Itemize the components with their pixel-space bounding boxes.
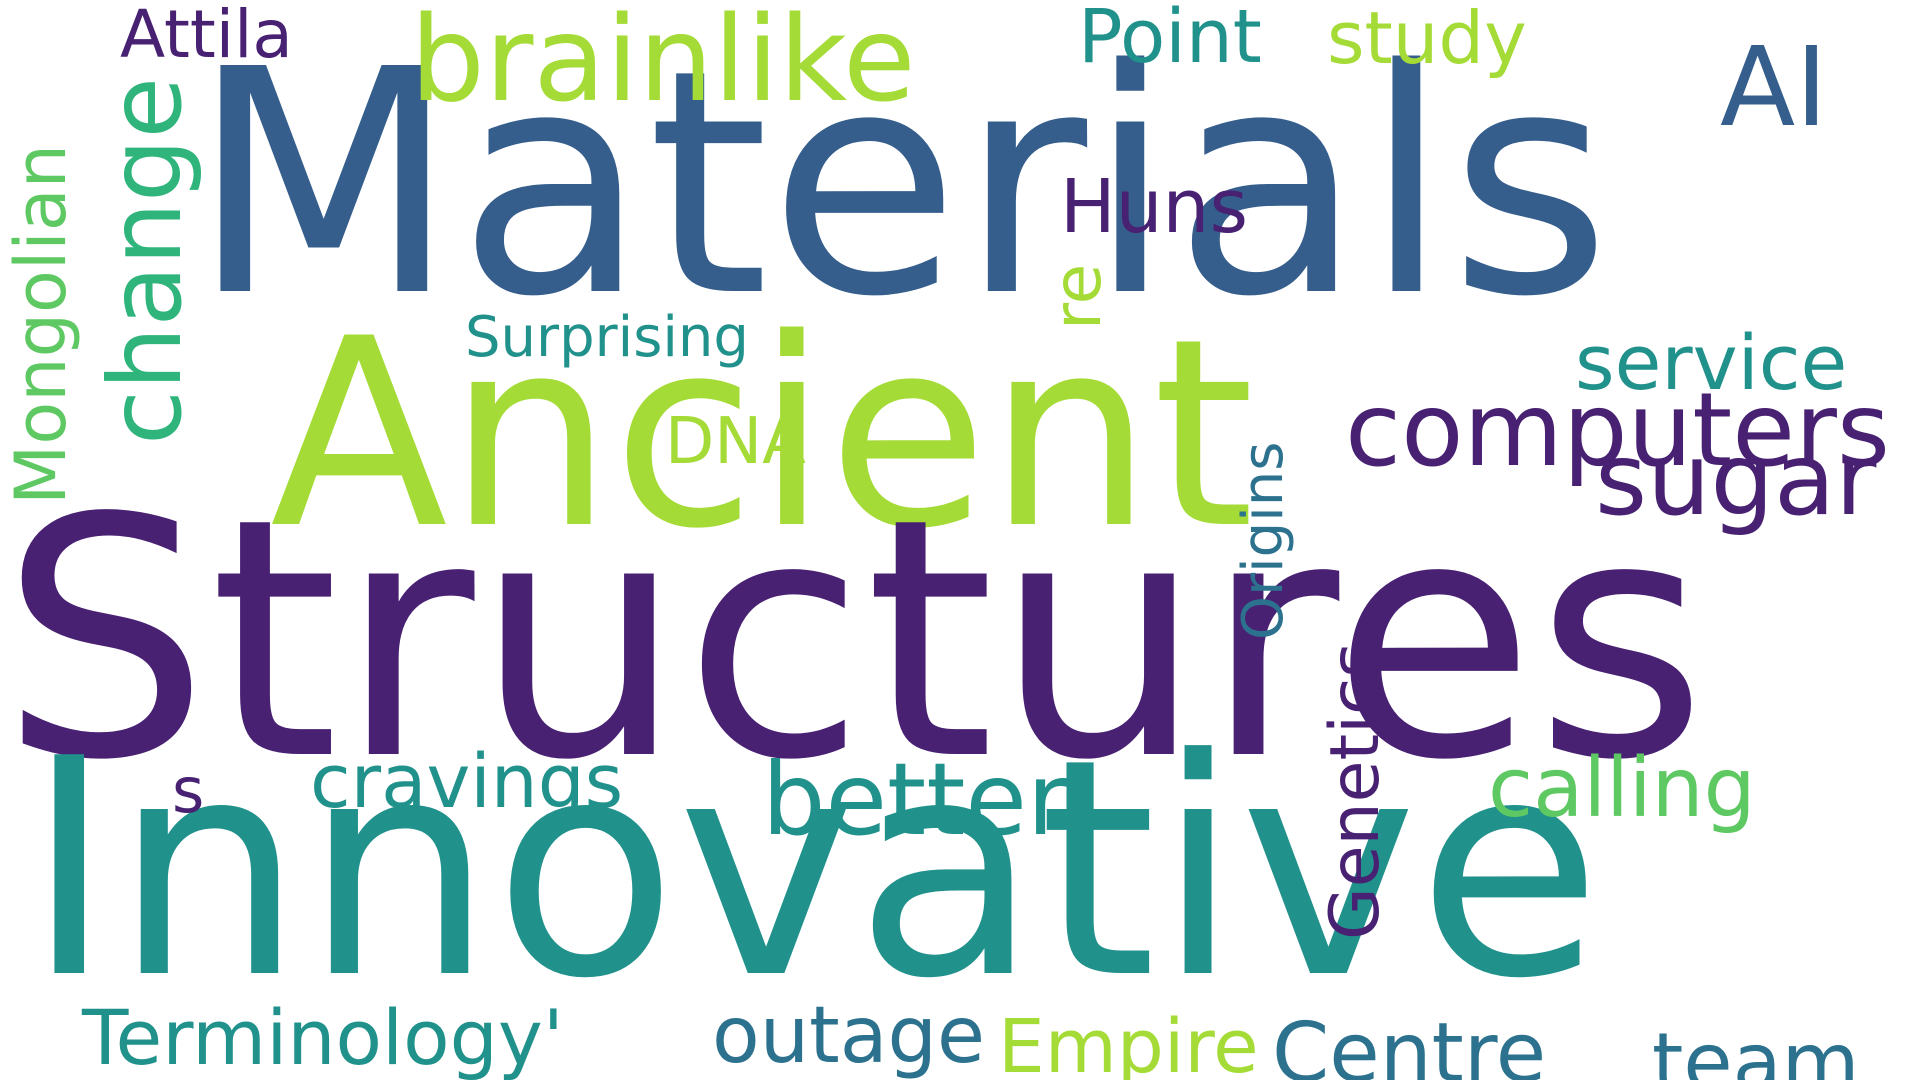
- word-change: change: [87, 76, 204, 445]
- word-team: team: [1652, 1016, 1860, 1080]
- word-origins: Origins: [1231, 441, 1296, 640]
- word-centre: Centre: [1272, 1006, 1547, 1080]
- word-brainlike: brainlike: [410, 0, 916, 128]
- word-genetics: Genetics: [1316, 642, 1395, 940]
- word-huns: Huns: [1060, 164, 1248, 250]
- word-mongolian: Mongolian: [0, 143, 82, 505]
- word-terminology: Terminology': [82, 993, 564, 1080]
- word-materials: Materials: [190, 4, 1611, 365]
- word-sugar: sugar: [1595, 421, 1877, 538]
- word-better: better: [762, 741, 1069, 858]
- word-calling: calling: [1488, 741, 1756, 836]
- word-ai: AI: [1720, 23, 1828, 151]
- word-cravings: cravings: [310, 739, 624, 825]
- word-structures: Structures: [0, 448, 1708, 832]
- word-attila: Attila: [120, 0, 293, 73]
- word-service: service: [1575, 318, 1848, 407]
- word-study: study: [1327, 0, 1527, 80]
- word-computers: computers: [1345, 371, 1891, 490]
- word-surprising: Surprising: [465, 305, 749, 370]
- word-ancient: Ancient: [270, 284, 1255, 586]
- word-outage: outage: [712, 991, 986, 1080]
- word-re: re: [1039, 263, 1116, 330]
- word-point: Point: [1078, 0, 1262, 80]
- word-empire: Empire: [998, 1004, 1259, 1080]
- word-dna: DNA: [665, 405, 806, 479]
- word-s: s: [172, 754, 205, 827]
- word-innovative: Innovative: [25, 695, 1602, 1044]
